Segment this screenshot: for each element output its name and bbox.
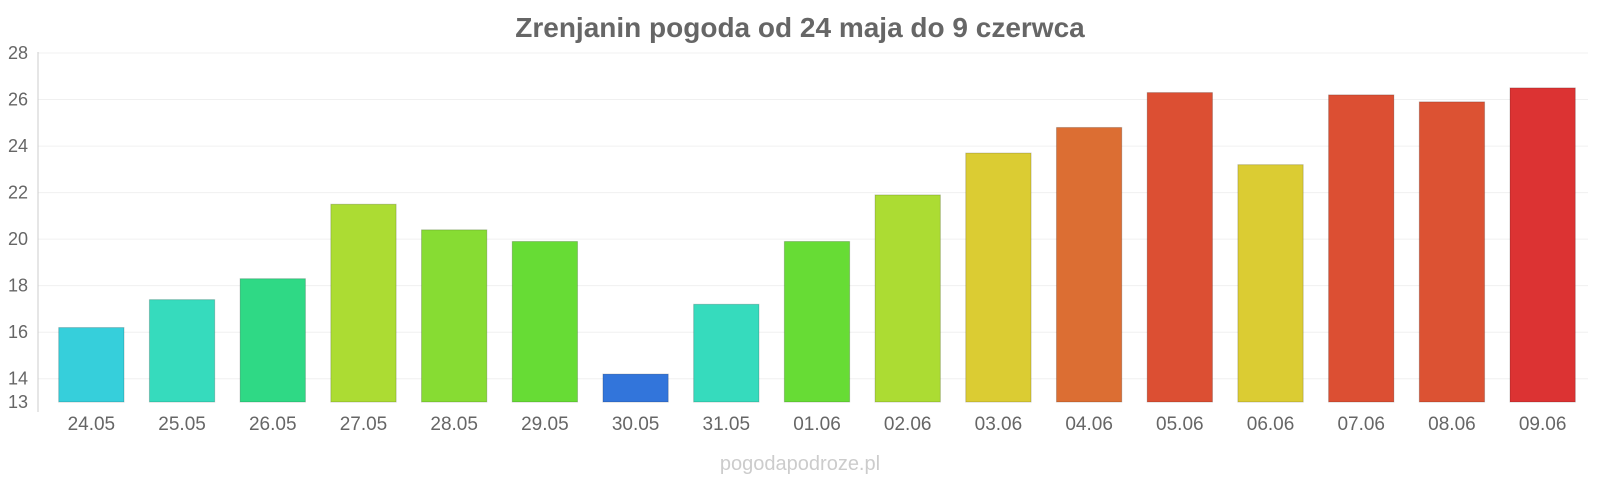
x-tick-label: 03.06 — [975, 414, 1023, 435]
bar-29.05 — [511, 240, 579, 403]
y-tick-label: 20 — [8, 229, 28, 249]
bar-04.06 — [1055, 126, 1123, 403]
x-tick-label: 24.05 — [68, 414, 116, 435]
x-tick-label: 08.06 — [1428, 414, 1476, 435]
bar-02.06 — [874, 194, 941, 403]
bar-05.06 — [1146, 92, 1213, 403]
y-tick-label: 18 — [8, 276, 28, 296]
bar-09.06 — [1509, 87, 1576, 403]
bar-03.06 — [965, 152, 1032, 403]
y-tick-label: 22 — [8, 183, 28, 203]
x-tick-label: 28.05 — [430, 414, 478, 435]
y-tick-label: 24 — [8, 136, 28, 156]
bars — [58, 87, 1576, 403]
y-tick-label: 28 — [8, 43, 28, 63]
x-tick-label: 07.06 — [1337, 414, 1385, 435]
chart-title: Zrenjanin pogoda od 24 maja do 9 czerwca — [515, 12, 1085, 43]
y-axis-ticks: 13 14 16 18 20 22 24 26 28 — [8, 43, 28, 412]
bar-31.05 — [693, 303, 760, 403]
x-tick-label: 27.05 — [340, 414, 388, 435]
y-tick-label: 26 — [8, 90, 28, 110]
x-tick-label: 09.06 — [1519, 414, 1567, 435]
bar-27.05 — [330, 203, 397, 403]
y-tick-label: 16 — [8, 322, 28, 342]
bar-26.05 — [239, 278, 306, 403]
x-axis-ticks: 24.05 25.05 26.05 27.05 28.05 29.05 30.05 31.05… — [68, 414, 1567, 435]
bar-24.05 — [58, 327, 125, 403]
bar-28.05 — [421, 229, 488, 403]
x-tick-label: 01.06 — [793, 414, 841, 435]
x-tick-label: 06.06 — [1247, 414, 1295, 435]
x-tick-label: 02.06 — [884, 414, 932, 435]
bar-06.06 — [1237, 164, 1304, 403]
bar-30.05 — [602, 373, 669, 403]
bar-07.06 — [1328, 94, 1395, 403]
x-tick-label: 30.05 — [612, 414, 660, 435]
bar-08.06 — [1418, 101, 1486, 403]
x-tick-label: 29.05 — [521, 414, 569, 435]
x-tick-label: 25.05 — [158, 414, 206, 435]
x-tick-label: 31.05 — [703, 414, 751, 435]
x-tick-label: 26.05 — [249, 414, 297, 435]
x-tick-label: 04.06 — [1065, 414, 1113, 435]
watermark: pogodapodroze.pl — [720, 453, 880, 475]
y-tick-label: 14 — [8, 369, 28, 389]
x-tick-label: 05.06 — [1156, 414, 1204, 435]
bar-01.06 — [783, 240, 851, 403]
y-tick-label: 13 — [8, 392, 28, 412]
bar-25.05 — [148, 299, 216, 403]
